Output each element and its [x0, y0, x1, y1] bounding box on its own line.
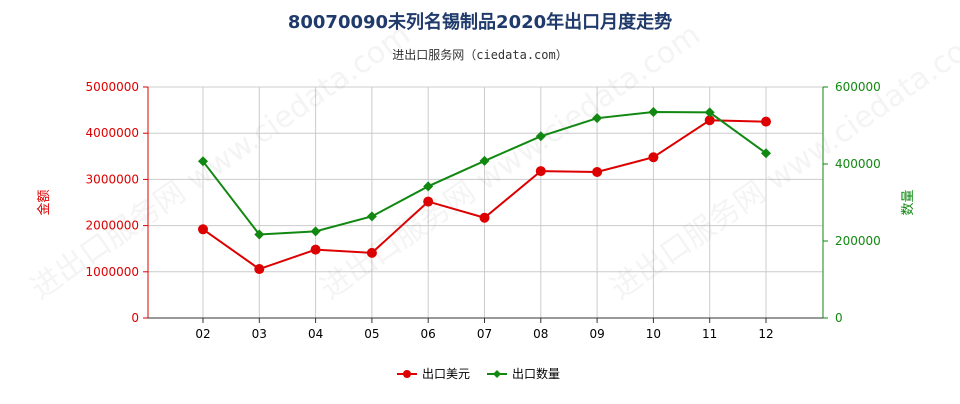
data-point-1 — [535, 166, 546, 177]
legend-label-export-quantity: 出口数量 — [512, 366, 560, 381]
data-point-2 — [198, 156, 208, 167]
chart-title: 80070090未列名锡制品2020年出口月度走势 — [287, 12, 673, 33]
data-point-1 — [198, 224, 208, 235]
chart-subtitle: 进出口服务网（ciedata.com） — [392, 48, 568, 62]
legend-item-export-usd[interactable]: 出口美元 — [397, 367, 470, 381]
legend: 出口美元 出口数量 — [397, 366, 560, 381]
x-tick-label: 09 — [589, 327, 604, 341]
data-point-1 — [366, 247, 377, 258]
grid-layer — [148, 86, 823, 318]
data-point-2 — [479, 155, 490, 166]
data-point-1 — [704, 115, 715, 126]
y-right-tick-label: 400000 — [835, 157, 881, 171]
data-point-2 — [648, 107, 659, 118]
series-layer — [198, 107, 771, 275]
x-tick-label: 07 — [477, 327, 492, 341]
legend-label-export-usd: 出口美元 — [422, 367, 470, 381]
x-tick-label: 05 — [364, 327, 379, 341]
y-left-tick-label: 4000000 — [86, 126, 139, 140]
y-right-tick-label: 600000 — [835, 80, 881, 94]
data-point-1 — [423, 196, 434, 207]
data-point-1 — [479, 212, 490, 223]
data-point-2 — [535, 131, 546, 142]
x-tick-label: 06 — [421, 327, 436, 341]
x-tick-label: 04 — [308, 327, 323, 341]
data-point-2 — [704, 107, 715, 118]
data-point-2 — [592, 113, 603, 124]
y-left-tick-label: 1000000 — [86, 265, 139, 279]
data-point-2 — [310, 226, 321, 237]
data-point-2 — [761, 148, 771, 159]
x-tick-label: 10 — [646, 327, 661, 341]
axes-layer: 0100000020000003000000400000050000000200… — [86, 80, 881, 341]
y-right-tick-label: 200000 — [835, 234, 881, 248]
data-point-2 — [423, 181, 434, 192]
x-tick-label: 08 — [533, 327, 548, 341]
y-right-tick-label: 0 — [835, 311, 843, 325]
y-right-axis-label: 数量 — [901, 189, 916, 215]
y-left-tick-label: 0 — [131, 311, 139, 325]
data-point-1 — [310, 244, 321, 255]
x-tick-label: 03 — [252, 327, 267, 341]
x-tick-label: 02 — [195, 327, 210, 341]
data-point-1 — [254, 264, 265, 275]
data-point-1 — [648, 152, 659, 163]
data-point-2 — [254, 229, 265, 240]
data-point-2 — [366, 211, 377, 222]
y-left-tick-label: 3000000 — [86, 172, 139, 186]
x-tick-label: 12 — [758, 327, 773, 341]
x-tick-label: 11 — [702, 327, 717, 341]
y-left-tick-label: 2000000 — [86, 219, 139, 233]
data-point-1 — [761, 116, 771, 127]
y-left-tick-label: 5000000 — [86, 80, 139, 94]
legend-item-export-quantity[interactable]: 出口数量 — [487, 366, 560, 381]
data-point-1 — [592, 167, 603, 178]
y-left-axis-label: 金额 — [36, 189, 52, 215]
